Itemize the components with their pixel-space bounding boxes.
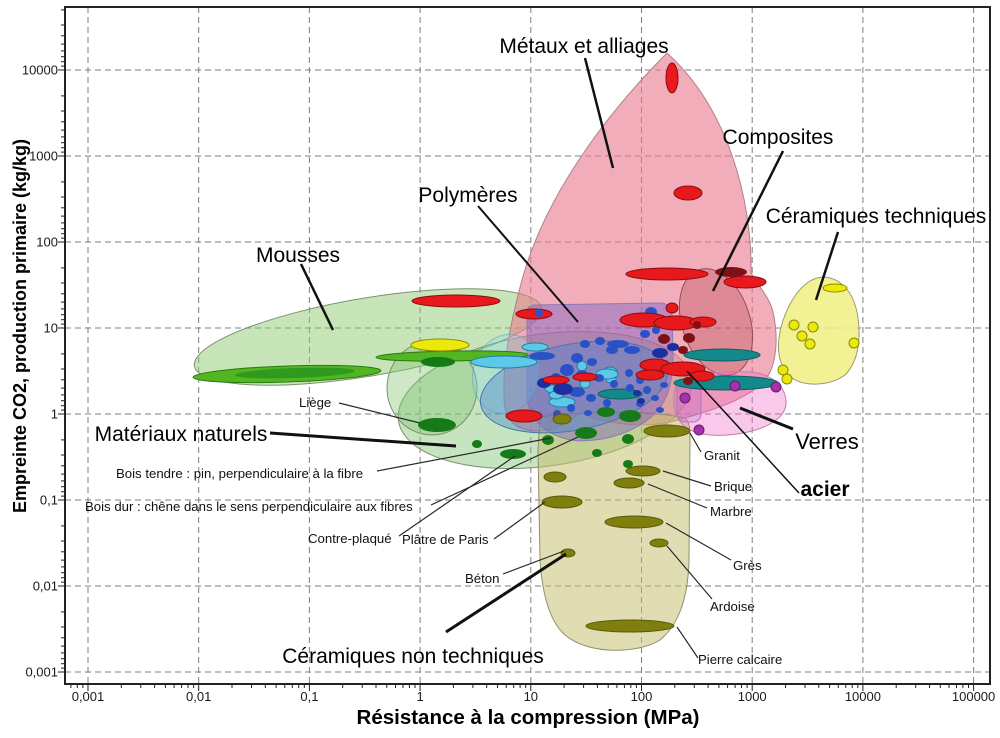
svg-text:acier: acier xyxy=(800,478,849,501)
svg-text:Ardoise: Ardoise xyxy=(710,599,755,614)
svg-text:Composites: Composites xyxy=(723,126,834,149)
svg-text:Mousses: Mousses xyxy=(256,244,340,267)
svg-text:100: 100 xyxy=(631,689,653,704)
svg-text:Marbre: Marbre xyxy=(710,504,752,519)
svg-text:0,001: 0,001 xyxy=(72,689,105,704)
svg-text:Brique: Brique xyxy=(714,479,752,494)
svg-text:Matériaux naturels: Matériaux naturels xyxy=(95,423,268,446)
svg-text:1: 1 xyxy=(51,407,58,422)
svg-text:0,01: 0,01 xyxy=(33,579,58,594)
svg-text:1000: 1000 xyxy=(29,149,58,164)
svg-text:Verres: Verres xyxy=(795,429,859,454)
svg-text:Grès: Grès xyxy=(733,558,762,573)
svg-text:10000: 10000 xyxy=(22,63,58,78)
svg-text:Résistance à la compression (M: Résistance à la compression (MPa) xyxy=(357,706,700,729)
svg-text:Pierre calcaire: Pierre calcaire xyxy=(698,652,782,667)
svg-text:Granit: Granit xyxy=(704,448,740,463)
svg-text:10: 10 xyxy=(524,689,538,704)
svg-text:1: 1 xyxy=(416,689,423,704)
svg-text:Contre-plaqué: Contre-plaqué xyxy=(308,531,392,546)
svg-text:100: 100 xyxy=(36,235,58,250)
svg-text:Bois tendre : pin, perpendicul: Bois tendre : pin, perpendiculaire à la … xyxy=(116,466,363,481)
svg-text:0,1: 0,1 xyxy=(300,689,318,704)
svg-text:Bois dur : chêne dans le sens: Bois dur : chêne dans le sens perpendicu… xyxy=(85,499,413,514)
svg-text:Céramiques non techniques: Céramiques non techniques xyxy=(282,645,544,668)
svg-text:Plâtre de Paris: Plâtre de Paris xyxy=(402,532,489,547)
svg-text:Empreinte CO2, production prim: Empreinte CO2, production primaire (kg/k… xyxy=(10,139,30,513)
svg-text:0,1: 0,1 xyxy=(40,493,58,508)
svg-text:10000: 10000 xyxy=(845,689,881,704)
svg-text:Liège: Liège xyxy=(299,395,331,410)
svg-text:Métaux et alliages: Métaux et alliages xyxy=(499,35,668,58)
svg-text:0,001: 0,001 xyxy=(25,665,58,680)
svg-text:Béton: Béton xyxy=(465,571,499,586)
svg-text:0,01: 0,01 xyxy=(186,689,211,704)
svg-text:100000: 100000 xyxy=(952,689,995,704)
svg-text:10: 10 xyxy=(44,321,58,336)
svg-text:Polymères: Polymères xyxy=(418,184,517,207)
svg-text:1000: 1000 xyxy=(738,689,767,704)
svg-text:Céramiques techniques: Céramiques techniques xyxy=(766,205,987,228)
